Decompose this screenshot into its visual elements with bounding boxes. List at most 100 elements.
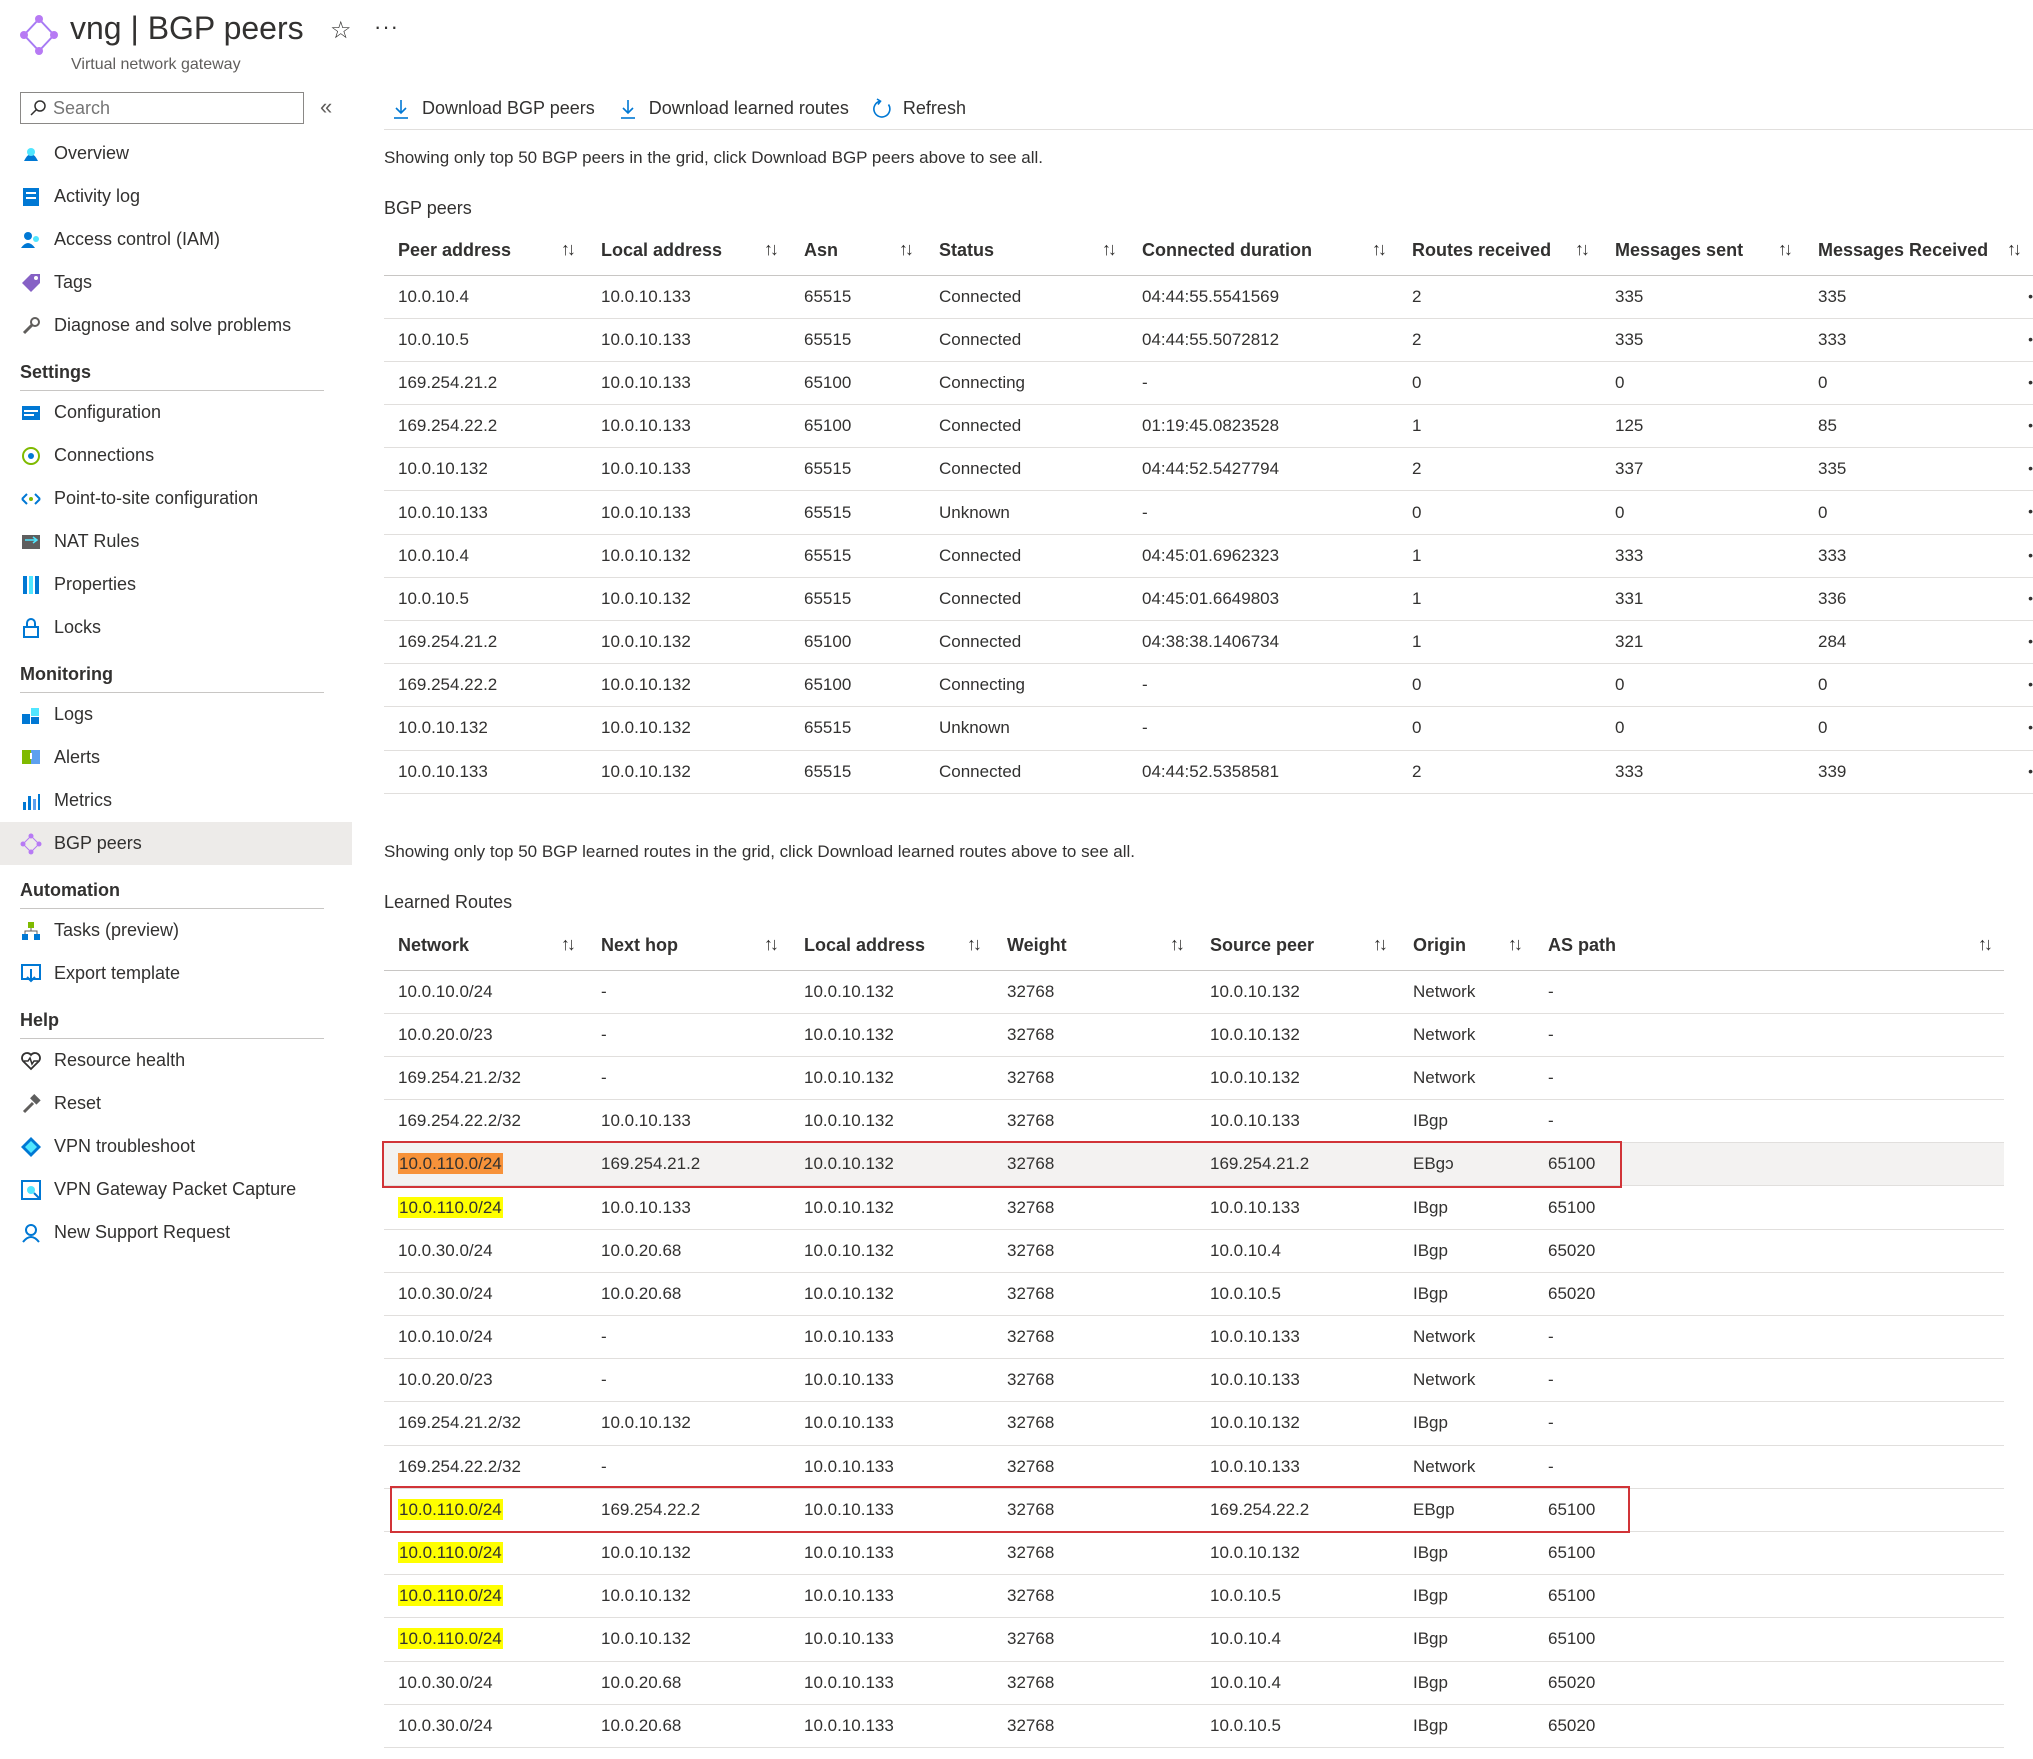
table-row[interactable]: 10.0.30.0/24 10.0.20.68 10.0.10.133 32768 10… (384, 1704, 2004, 1748)
sidebar-item-overview[interactable]: Overview (0, 132, 352, 175)
row-more-icon[interactable]: • (2028, 503, 2033, 520)
row-more-icon[interactable]: • (2028, 589, 2033, 606)
sidebar-item-new-support-request[interactable]: New Support Request (0, 1211, 352, 1254)
sidebar-search[interactable] (20, 92, 304, 124)
sidebar-item-resource-health[interactable]: Resource health (0, 1039, 352, 1082)
sort-icon[interactable]: ↑↓ (1508, 934, 1523, 954)
sidebar-item-point-to-site-configuration[interactable]: Point-to-site configuration (0, 477, 352, 520)
sidebar-item-activity-log[interactable]: Activity log (0, 175, 352, 218)
sort-icon[interactable]: ↑↓ (1372, 239, 1387, 259)
table-row[interactable]: 10.0.10.132 10.0.10.132 65515 Unknown -0 0 0 • (384, 706, 2033, 751)
sidebar-item-logs[interactable]: Logs (0, 693, 352, 736)
sort-icon[interactable]: ↑↓ (764, 934, 779, 954)
sort-icon[interactable]: ↑↓ (1373, 934, 1388, 954)
table-row[interactable]: 169.254.21.2/32 10.0.10.132 10.0.10.133 327… (384, 1401, 2004, 1446)
table-row[interactable]: 10.0.110.0/24 10.0.10.132 10.0.10.133 32768… (384, 1617, 2004, 1662)
row-more-icon[interactable]: • (2028, 460, 2033, 477)
table-row[interactable]: 169.254.22.2/32-10.0.10.133 32768 10.0.10.… (384, 1445, 2004, 1489)
routes-col-as-path[interactable]: AS path ↑↓ (1534, 922, 2004, 971)
table-row[interactable]: 10.0.110.0/24 10.0.10.132 10.0.10.133 32768… (384, 1574, 2004, 1619)
sort-icon[interactable]: ↑↓ (561, 934, 576, 954)
sidebar-item-bgp-peers[interactable]: BGP peers (0, 822, 352, 865)
row-more-icon[interactable]: • (2028, 330, 2033, 347)
more-options-icon[interactable]: ··· (374, 14, 399, 39)
table-row[interactable]: 10.0.10.133 10.0.10.132 65515 Connected 04:4… (384, 750, 2033, 794)
table-row[interactable]: 10.0.10.132 10.0.10.133 65515 Connected 04:4… (384, 447, 2033, 492)
table-row[interactable]: 10.0.110.0/24 169.254.22.2 10.0.10.133 3276… (384, 1488, 2004, 1532)
table-row[interactable]: 169.254.21.2/32-10.0.10.132 32768 10.0.10.… (384, 1056, 2004, 1101)
table-row[interactable]: 10.0.30.0/24 10.0.20.68 10.0.10.132 32768 10… (384, 1229, 2004, 1273)
table-row[interactable]: 10.0.20.0/23-10.0.10.132 32768 10.0.10.132… (384, 1013, 2004, 1057)
routes-col-local-address[interactable]: Local address ↑↓ (790, 922, 993, 971)
sort-icon[interactable]: ↑↓ (2007, 239, 2022, 259)
routes-col-weight[interactable]: Weight ↑↓ (993, 922, 1196, 971)
table-row[interactable]: 10.0.10.5 10.0.10.133 65515 Connected 04:44:… (384, 318, 2033, 362)
peers-col-connected-duration[interactable]: Connected duration ↑↓ (1128, 227, 1398, 276)
sidebar-item-alerts[interactable]: Alerts (0, 736, 352, 779)
sidebar-item-nat-rules[interactable]: NAT Rules (0, 520, 352, 563)
table-row[interactable]: 10.0.10.4 10.0.10.133 65515 Connected 04:44:… (384, 275, 2033, 319)
sidebar-item-locks[interactable]: Locks (0, 606, 352, 649)
sort-icon[interactable]: ↑↓ (561, 239, 576, 259)
table-row[interactable]: 10.0.110.0/24 169.254.21.2 10.0.10.132 3276… (384, 1142, 2004, 1187)
row-more-icon[interactable]: • (2028, 719, 2033, 736)
row-more-icon[interactable]: • (2028, 676, 2033, 693)
peers-col-routes-received[interactable]: Routes received ↑↓ (1398, 227, 1601, 276)
table-row[interactable]: 10.0.20.0/23-10.0.10.133 32768 10.0.10.133… (384, 1358, 2004, 1403)
sidebar-item-tasks-preview[interactable]: Tasks (preview) (0, 909, 352, 952)
peers-col-peer-address[interactable]: Peer address ↑↓ (384, 227, 587, 276)
sidebar-item-configuration[interactable]: Configuration (0, 391, 352, 434)
sort-icon[interactable]: ↑↓ (764, 239, 779, 259)
sort-icon[interactable]: ↑↓ (1778, 239, 1793, 259)
sidebar-item-vpn-troubleshoot[interactable]: VPN troubleshoot (0, 1125, 352, 1168)
table-row[interactable]: 10.0.30.0/24 10.0.20.68 10.0.10.133 32768 10… (384, 1661, 2004, 1705)
table-row[interactable]: 10.0.10.4 10.0.10.132 65515 Connected 04:45:… (384, 534, 2033, 578)
favorite-star-icon[interactable]: ☆ (330, 17, 352, 44)
sidebar-item-properties[interactable]: Properties (0, 563, 352, 606)
peers-col-messages-received[interactable]: Messages Received ↑↓ (1804, 227, 2033, 276)
sort-icon[interactable]: ↑↓ (1978, 934, 1993, 954)
table-row[interactable]: 10.0.30.0/24 10.0.20.68 10.0.10.132 32768 10… (384, 1272, 2004, 1317)
table-row[interactable]: 10.0.110.0/24 10.0.10.132 10.0.10.133 32768… (384, 1531, 2004, 1576)
download-learned-routes-button[interactable]: Download learned routes (617, 98, 849, 120)
row-more-icon[interactable]: • (2028, 546, 2033, 563)
routes-col-origin[interactable]: Origin ↑↓ (1399, 922, 1534, 971)
table-row[interactable]: 169.254.22.2 10.0.10.133 65100 Connected 01:… (384, 404, 2033, 449)
table-row[interactable]: 10.0.10.0/24-10.0.10.133 32768 10.0.10.133… (384, 1315, 2004, 1360)
peers-col-asn[interactable]: Asn ↑↓ (790, 227, 925, 276)
routes-col-source-peer[interactable]: Source peer ↑↓ (1196, 922, 1399, 971)
table-row[interactable]: 10.0.10.133 10.0.10.133 65515 Unknown -0 0 0 • (384, 490, 2033, 535)
sidebar-item-diagnose-and-solve-problems[interactable]: Diagnose and solve problems (0, 304, 352, 347)
collapse-sidebar-icon[interactable]: « (320, 94, 333, 119)
sort-icon[interactable]: ↑↓ (1102, 239, 1117, 259)
peers-col-messages-sent[interactable]: Messages sent ↑↓ (1601, 227, 1804, 276)
routes-col-network[interactable]: Network ↑↓ (384, 922, 587, 971)
table-row[interactable]: 169.254.22.2/32 10.0.10.133 10.0.10.132 327… (384, 1099, 2004, 1144)
refresh-button[interactable]: Refresh (871, 97, 966, 120)
sidebar-item-vpn-gateway-packet-capture[interactable]: VPN Gateway Packet Capture (0, 1168, 352, 1211)
routes-col-next-hop[interactable]: Next hop ↑↓ (587, 922, 790, 971)
sort-icon[interactable]: ↑↓ (1170, 934, 1185, 954)
sort-icon[interactable]: ↑↓ (967, 934, 982, 954)
sidebar-item-tags[interactable]: Tags (0, 261, 352, 304)
table-row[interactable]: 10.0.10.5 10.0.10.132 65515 Connected 04:45:… (384, 577, 2033, 622)
sidebar-item-connections[interactable]: Connections (0, 434, 352, 477)
sidebar-item-access-control-iam[interactable]: Access control (IAM) (0, 218, 352, 261)
peers-col-local-address[interactable]: Local address ↑↓ (587, 227, 790, 276)
table-row[interactable]: 169.254.22.2 10.0.10.132 65100 Connecting -0… (384, 663, 2033, 708)
row-more-icon[interactable]: • (2028, 417, 2033, 434)
search-input[interactable] (53, 97, 293, 119)
table-row[interactable]: 10.0.110.0/24 10.0.10.133 10.0.10.132 32768… (384, 1185, 2004, 1230)
row-more-icon[interactable]: • (2028, 373, 2033, 390)
row-more-icon[interactable]: • (2028, 633, 2033, 649)
table-row[interactable]: 169.254.21.2 10.0.10.132 65100 Connected 04:… (384, 620, 2033, 665)
peers-col-status[interactable]: Status ↑↓ (925, 227, 1128, 276)
sort-icon[interactable]: ↑↓ (1575, 239, 1590, 259)
sort-icon[interactable]: ↑↓ (899, 239, 914, 259)
sidebar-item-export-template[interactable]: Export template (0, 952, 352, 995)
row-more-icon[interactable]: • (2028, 287, 2033, 304)
table-row[interactable]: 169.254.21.2 10.0.10.133 65100 Connecting -0… (384, 361, 2033, 406)
row-more-icon[interactable]: • (2028, 762, 2033, 779)
sidebar-item-reset[interactable]: Reset (0, 1082, 352, 1125)
sidebar-item-metrics[interactable]: Metrics (0, 779, 352, 822)
